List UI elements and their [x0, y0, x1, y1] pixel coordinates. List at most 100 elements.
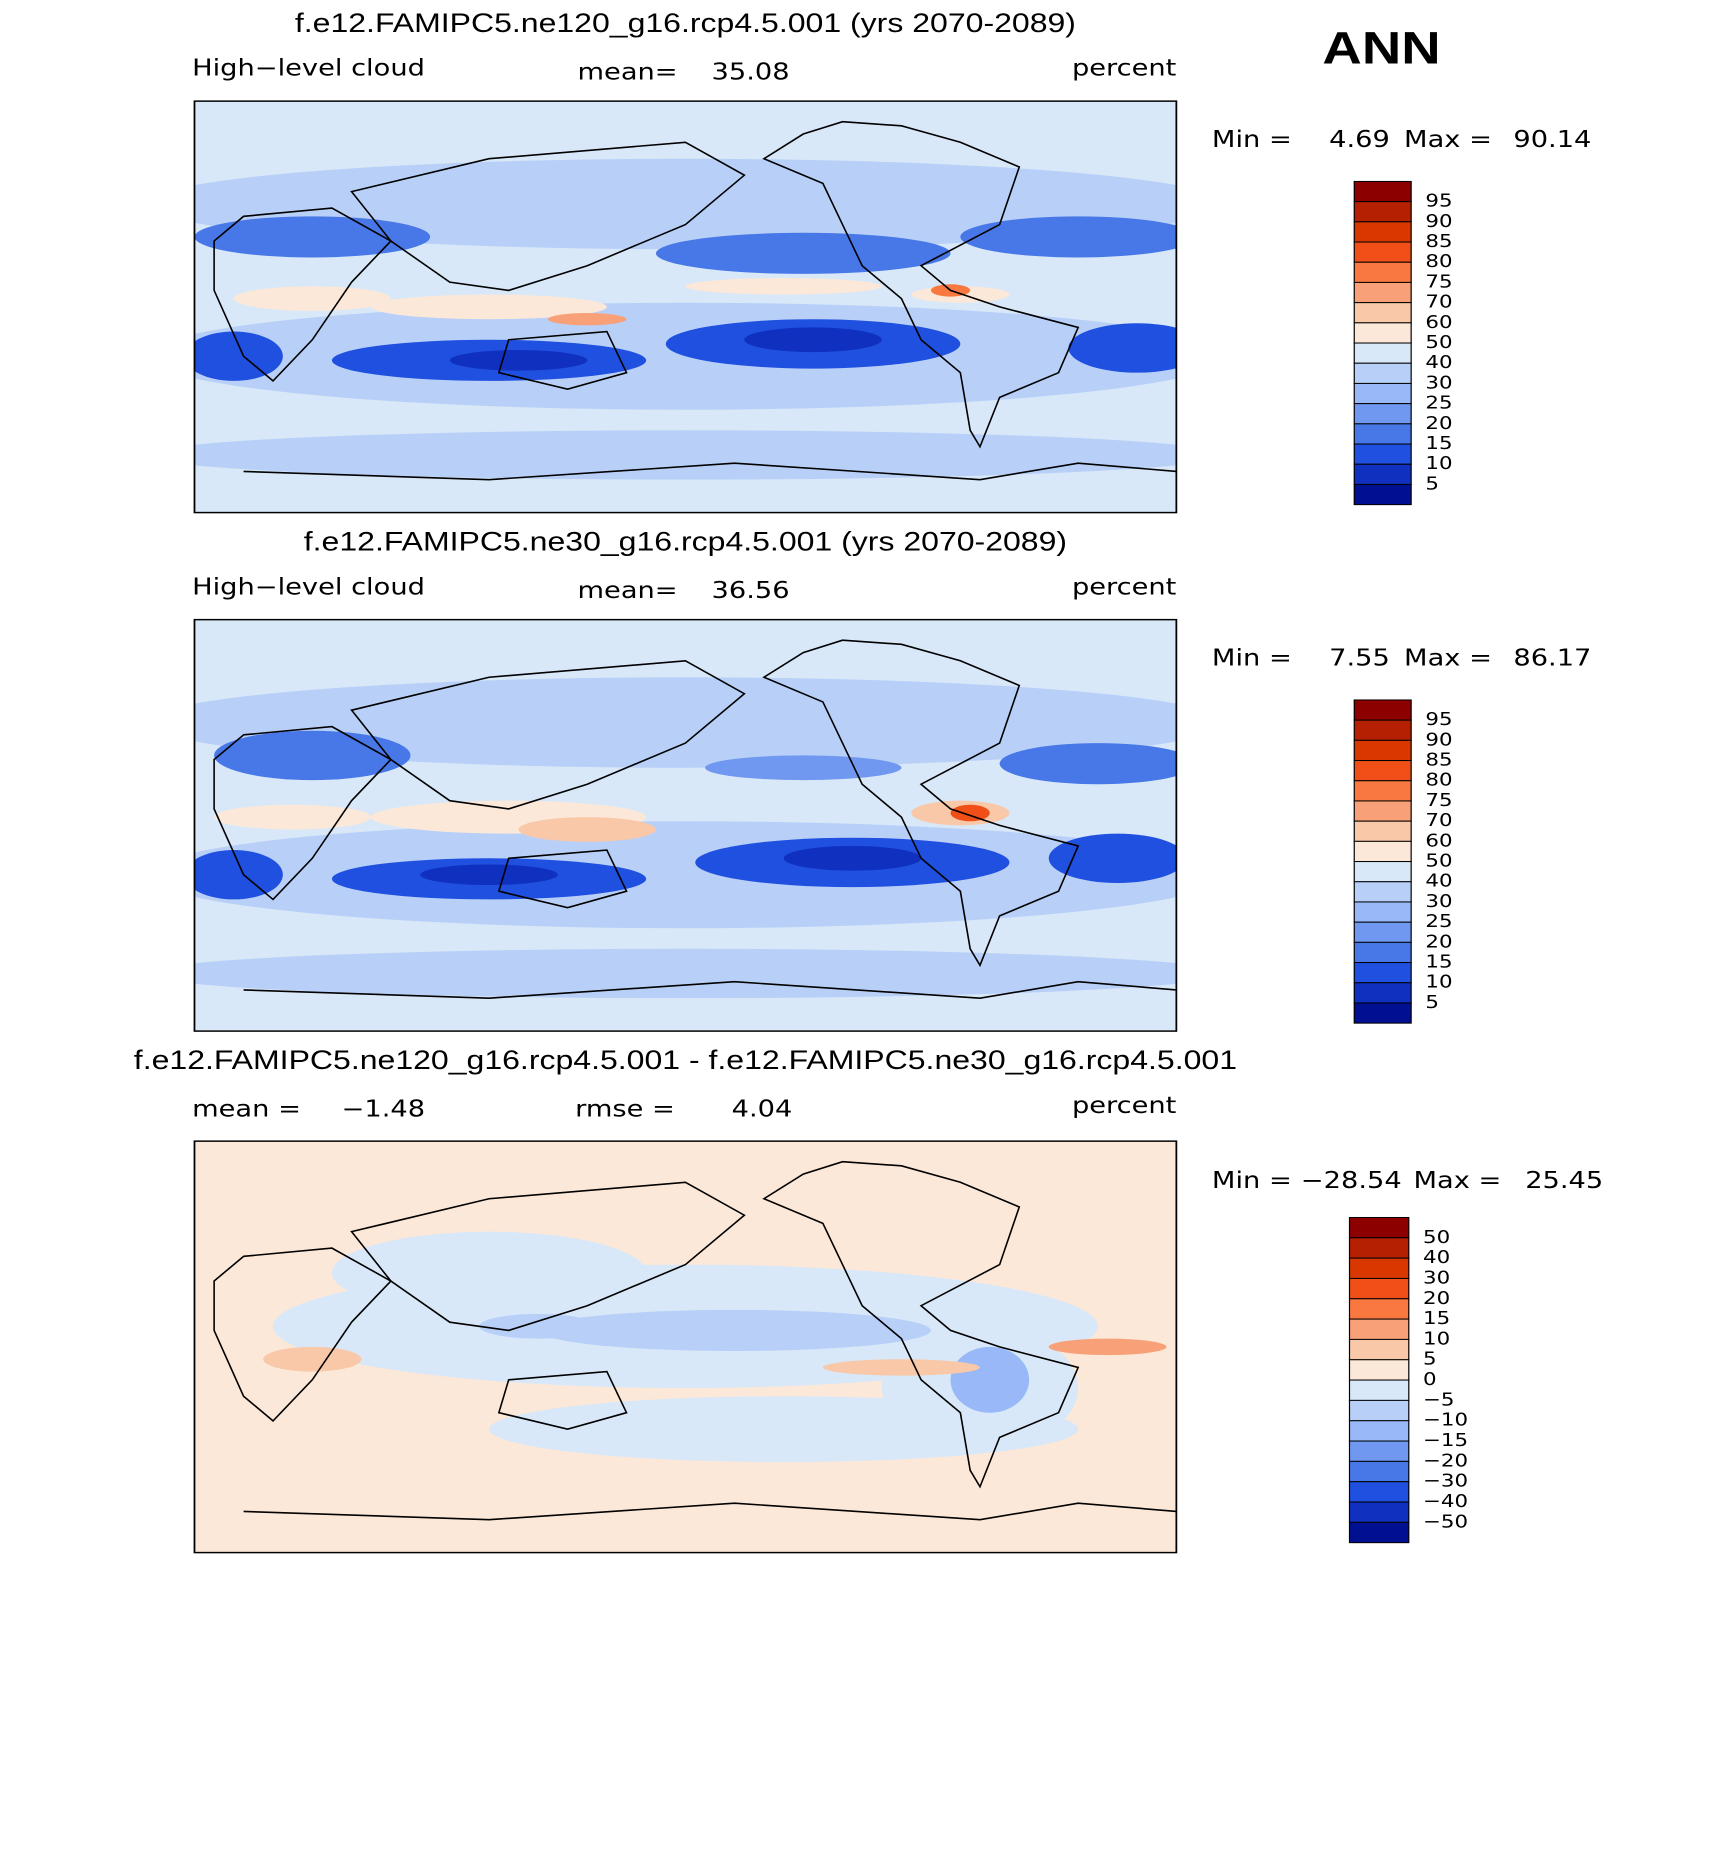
- colorbar-box: [1353, 1002, 1412, 1024]
- colorbar-label: 20: [1423, 1287, 1450, 1308]
- mean-label: mean=: [578, 577, 678, 603]
- colorbar-box: [1348, 1359, 1410, 1381]
- colorbar-box: [1353, 423, 1412, 445]
- field-region: [999, 743, 1177, 785]
- colorbar-box: [1353, 800, 1412, 822]
- coastline: [499, 850, 627, 908]
- field-region: [783, 845, 922, 871]
- units-label: percent: [1072, 1092, 1177, 1118]
- field-region: [744, 327, 882, 353]
- colorbar-box: [1348, 1521, 1410, 1544]
- colorbar-box: [1353, 941, 1412, 964]
- colorbar-box: [1353, 382, 1412, 405]
- colorbar-box: [1353, 342, 1412, 364]
- colorbar-label: 20: [1425, 931, 1452, 952]
- colorbar-label: 85: [1425, 231, 1452, 252]
- field-region: [194, 158, 1177, 250]
- coastline: [214, 208, 391, 381]
- colorbar-box: [1353, 261, 1412, 283]
- units-label: percent: [1072, 573, 1177, 599]
- colorbar-box: [1348, 1481, 1410, 1503]
- min-label: Min =: [1212, 645, 1292, 671]
- colorbar-label: 95: [1425, 709, 1452, 730]
- colorbar-box: [1348, 1298, 1410, 1320]
- colorbar-box: [1353, 322, 1412, 344]
- min-value: 4.69: [1329, 126, 1390, 152]
- colorbar-box: [1353, 760, 1412, 782]
- colorbar-box: [1353, 861, 1412, 883]
- field-region: [1068, 323, 1177, 373]
- panel: f.e12.FAMIPC5.ne30_g16.rcp4.5.001 (yrs 2…: [192, 527, 1591, 1032]
- field-region: [1048, 833, 1177, 883]
- colorbar-label: 5: [1425, 473, 1439, 494]
- colorbar-label: 15: [1423, 1308, 1450, 1329]
- colorbar-box: [1353, 901, 1412, 923]
- field-region: [1048, 1338, 1167, 1356]
- coastline: [764, 1162, 1078, 1487]
- colorbar-label: 30: [1423, 1267, 1450, 1288]
- rmse-value: 4.04: [732, 1096, 793, 1122]
- colorbar-label: 50: [1423, 1226, 1450, 1247]
- map-frame: [193, 618, 1178, 1032]
- colorbar-box: [1348, 1277, 1410, 1300]
- colorbar-box: [1353, 921, 1412, 943]
- colorbar-label: 90: [1425, 210, 1452, 231]
- colorbar-label: 50: [1425, 850, 1452, 871]
- colorbar-label: 75: [1425, 790, 1452, 811]
- colorbar-box: [1348, 1440, 1410, 1462]
- colorbar-label: 15: [1425, 433, 1452, 454]
- max-value: 86.17: [1513, 645, 1591, 671]
- mean-value: −1.48: [342, 1096, 426, 1122]
- colorbar-label: −40: [1423, 1491, 1468, 1512]
- colorbar-label: 10: [1425, 971, 1452, 992]
- colorbar-box: [1353, 840, 1412, 863]
- colorbar-box: [1348, 1501, 1410, 1523]
- colorbar-label: 95: [1425, 190, 1452, 211]
- coastline: [244, 982, 1177, 998]
- coastline: [352, 1182, 745, 1330]
- colorbar-label: −15: [1423, 1430, 1468, 1451]
- field-region: [371, 294, 607, 320]
- colorbar-box: [1348, 1318, 1410, 1340]
- colorbar-box: [1353, 483, 1412, 506]
- coastline: [764, 640, 1078, 965]
- colorbar-box: [1353, 982, 1412, 1004]
- colorbar-box: [1348, 1460, 1410, 1483]
- field-region: [822, 1359, 980, 1376]
- colorbar-box: [1348, 1257, 1410, 1279]
- coastline: [214, 727, 391, 900]
- colorbar-box: [1353, 302, 1412, 324]
- field-region: [655, 232, 951, 274]
- colorbar-box: [1348, 1379, 1410, 1401]
- map-frame: [193, 100, 1178, 514]
- max-label: Max =: [1404, 126, 1492, 152]
- field-region: [950, 1346, 1030, 1413]
- field-region: [420, 864, 558, 886]
- min-label: Min =: [1212, 126, 1292, 152]
- colorbar-box: [1353, 362, 1412, 384]
- colorbar-box: [1353, 719, 1412, 741]
- colorbar-label: 90: [1425, 729, 1452, 750]
- mean-label: mean=: [578, 59, 678, 85]
- max-value: 25.45: [1525, 1167, 1603, 1193]
- field-region: [960, 216, 1177, 258]
- field-region: [263, 1346, 362, 1372]
- colorbar-box: [1353, 221, 1412, 243]
- map: [194, 101, 1177, 513]
- colorbar-label: 60: [1425, 830, 1452, 851]
- colorbar-box: [1353, 962, 1412, 984]
- colorbar-box: [1353, 699, 1412, 721]
- colorbar-label: 5: [1425, 992, 1439, 1013]
- colorbar-label: 15: [1425, 951, 1452, 972]
- colorbar-box: [1353, 820, 1412, 842]
- colorbar-label: 30: [1425, 372, 1452, 393]
- panel-title: f.e12.FAMIPC5.ne120_g16.rcp4.5.001 - f.e…: [134, 1045, 1237, 1075]
- max-value: 90.14: [1513, 126, 1591, 152]
- field-label: High−level cloud: [192, 55, 425, 81]
- colorbar-box: [1348, 1399, 1410, 1422]
- colorbar-label: −50: [1423, 1511, 1468, 1532]
- field-region: [331, 1231, 647, 1314]
- field-region: [194, 430, 1177, 480]
- colorbar-label: 50: [1425, 332, 1452, 353]
- colorbar-box: [1353, 281, 1412, 304]
